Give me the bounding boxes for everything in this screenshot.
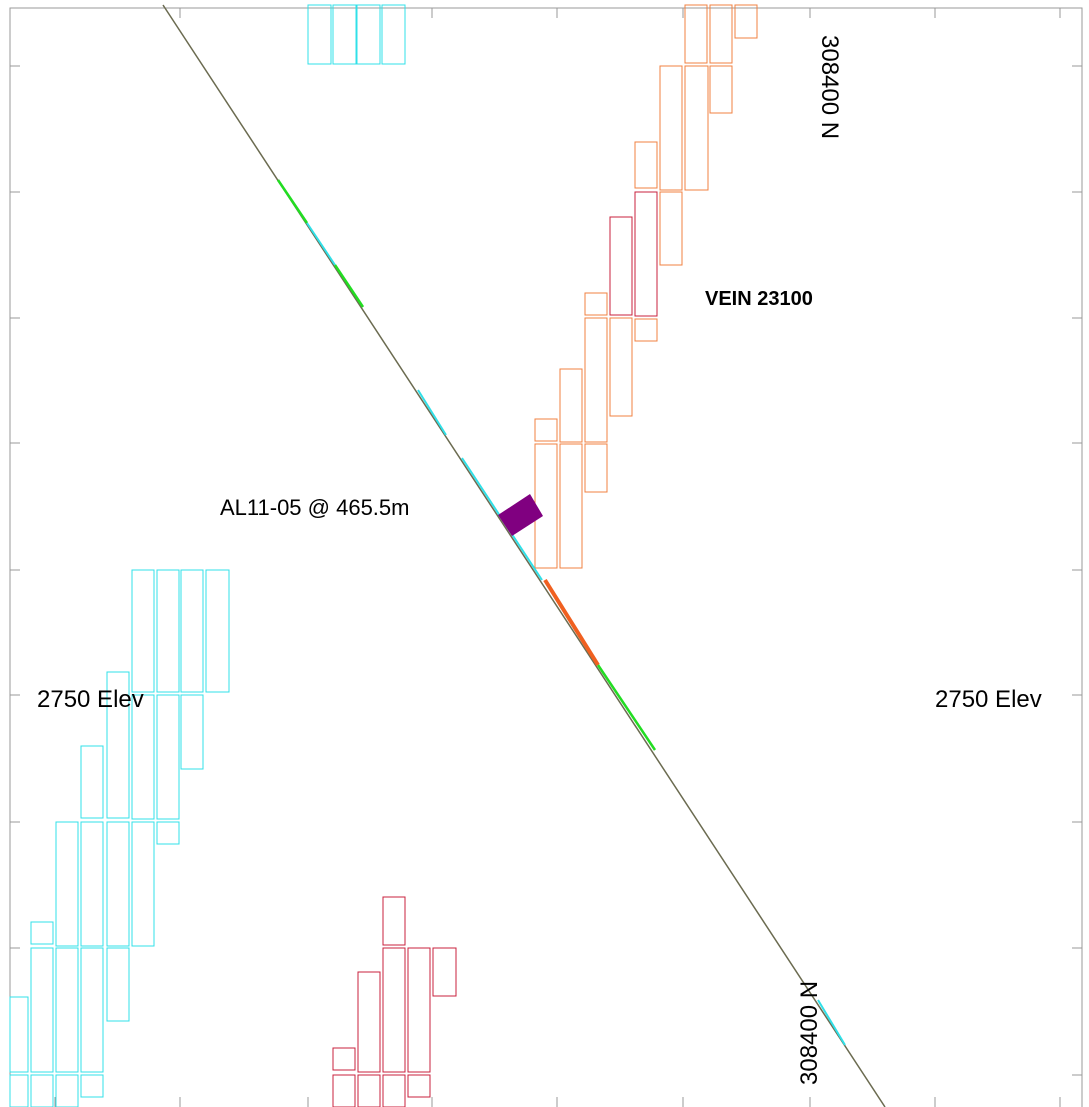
intercept-label: AL11-05 @ 465.5m [220,495,409,520]
intercept-marker [498,494,543,536]
northing-label: 308400 N [796,981,823,1085]
frame [9,7,1083,1107]
vein-label: VEIN 23100 [705,288,813,310]
elevation-label: 2750 Elev [37,686,144,713]
cyan-blocks [9,4,406,1107]
red-blocks [332,191,658,1107]
drill-hole [162,4,886,1107]
northing-label: 308400 N [816,35,843,139]
orange-blocks [534,4,758,569]
elevation-label: 2750 Elev [935,686,1042,713]
